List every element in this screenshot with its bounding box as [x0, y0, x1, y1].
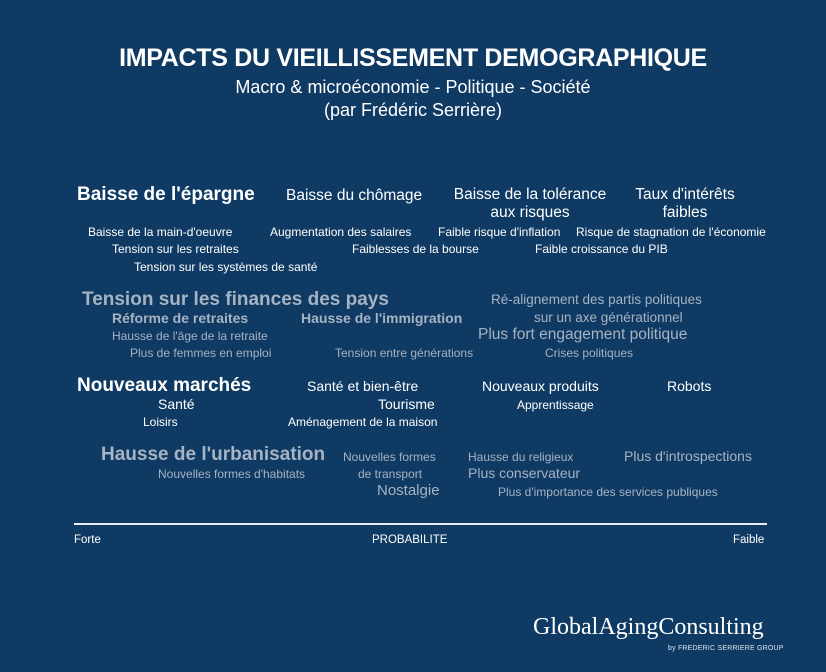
- item-main-oeuvre: Baisse de la main-d'oeuvre: [88, 225, 233, 239]
- item-bourse: Faiblesses de la bourse: [352, 242, 479, 256]
- heading-urbanisation: Hausse de l'urbanisation: [101, 444, 326, 465]
- item-tourisme: Tourisme: [378, 396, 435, 412]
- heading-tension-finances: Tension sur les finances des pays: [82, 289, 389, 310]
- item-realignement: Ré-alignement des partis politiques: [491, 292, 702, 307]
- axis-label-probabilite: PROBABILITE: [372, 534, 448, 546]
- item-systemes-sante: Tension sur les systèmes de santé: [134, 260, 318, 274]
- item-baisse-chomage: Baisse du chômage: [286, 187, 423, 204]
- item-loisirs: Loisirs: [143, 415, 178, 429]
- item-nouveaux-produits: Nouveaux produits: [482, 378, 599, 394]
- item-crises-politiques: Crises politiques: [545, 346, 634, 360]
- item-inflation: Faible risque d'inflation: [438, 225, 561, 239]
- item-pib: Faible croissance du PIB: [535, 242, 668, 256]
- item-baisse-tolerance-2: aux risques: [490, 204, 570, 221]
- item-nostalgie: Nostalgie: [377, 482, 440, 499]
- item-tension-retraites: Tension sur les retraites: [112, 242, 239, 256]
- item-introspections: Plus d'introspections: [624, 448, 752, 464]
- item-robots: Robots: [667, 378, 712, 394]
- probability-axis-line: [74, 523, 767, 525]
- brand-logo: GlobalAgingConsulting: [533, 614, 764, 640]
- item-taux-interets-1: Taux d'intérêts: [635, 186, 735, 203]
- item-sante-bien-etre: Santé et bien-être: [307, 378, 419, 394]
- author-line: (par Frédéric Serrière): [323, 100, 503, 120]
- item-reforme-retraites: Réforme de retraites: [112, 310, 249, 326]
- item-engagement-politique: Plus fort engagement politique: [478, 326, 688, 343]
- item-taux-interets-2: faibles: [662, 204, 708, 221]
- heading-baisse-epargne: Baisse de l'épargne: [77, 184, 255, 205]
- item-femmes-emploi: Plus de femmes en emploi: [130, 346, 272, 360]
- item-hausse-religieux: Hausse du religieux: [468, 450, 574, 464]
- item-nouvelles-formes-transport-1: Nouvelles formes: [343, 450, 436, 464]
- item-axe-generationnel: sur un axe générationnel: [534, 310, 683, 325]
- brand-tagline: by FREDERIC SERRIERE GROUP: [668, 645, 784, 652]
- item-salaires: Augmentation des salaires: [270, 225, 412, 239]
- item-stagnation: Risque de stagnation de l'économie: [576, 225, 766, 239]
- item-apprentissage: Apprentissage: [517, 398, 594, 412]
- item-hausse-immigration: Hausse de l'immigration: [301, 310, 463, 326]
- axis-label-forte: Forte: [74, 534, 101, 546]
- item-formes-habitats: Nouvelles formes d'habitats: [158, 467, 306, 481]
- item-baisse-tolerance-1: Baisse de la tolérance: [453, 186, 607, 203]
- item-tension-generations: Tension entre générations: [335, 346, 474, 360]
- page-title: IMPACTS DU VIEILLISSEMENT DEMOGRAPHIQUE: [119, 44, 707, 72]
- item-amenagement-maison: Aménagement de la maison: [288, 415, 438, 429]
- item-sante: Santé: [158, 396, 195, 412]
- item-age-retraite: Hausse de l'âge de la retraite: [112, 329, 268, 343]
- item-nouvelles-formes-transport-2: de transport: [358, 467, 423, 481]
- axis-label-faible: Faible: [733, 534, 765, 546]
- item-plus-conservateur: Plus conservateur: [468, 465, 581, 481]
- page-subtitle: Macro & microéconomie - Politique - Soci…: [235, 77, 591, 97]
- heading-nouveaux-marches: Nouveaux marchés: [77, 375, 252, 396]
- item-services-publiques: Plus d'importance des services publiques: [498, 485, 718, 499]
